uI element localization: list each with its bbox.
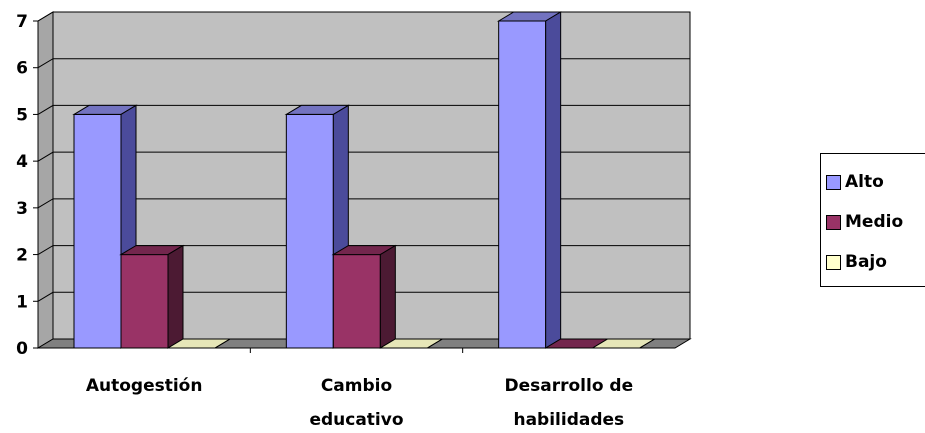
legend-swatch-alto [826, 174, 841, 190]
y-tick-label: 7 [16, 12, 28, 32]
bar-side [214, 338, 231, 349]
legend: Alto Medio Bajo [820, 153, 925, 287]
bar-side [379, 244, 396, 349]
y-tick-label: 4 [16, 152, 28, 172]
chart-side-wall [37, 11, 54, 349]
x-category-label: habilidades [513, 410, 624, 430]
bar [73, 113, 122, 349]
bar [498, 20, 547, 349]
y-tick-label: 6 [16, 59, 28, 79]
y-tick-label: 1 [16, 292, 28, 312]
x-category-label: educativo [309, 410, 403, 430]
gridline [37, 245, 690, 256]
legend-item-medio: Medio [826, 210, 903, 234]
gridline [37, 58, 690, 69]
gridline [37, 151, 690, 162]
gridline [37, 104, 690, 115]
bar-side [545, 11, 562, 349]
bar [285, 113, 334, 349]
gridline [37, 291, 690, 302]
legend-label-medio: Medio [845, 212, 904, 232]
bar-side [427, 338, 443, 349]
y-tick-label: 0 [16, 339, 28, 359]
bar-side [639, 338, 655, 349]
legend-item-alto: Alto [826, 170, 884, 194]
y-tick-label: 3 [16, 199, 28, 219]
bar [332, 254, 381, 349]
x-category-label: Autogestión [86, 376, 203, 396]
legend-label-alto: Alto [845, 172, 884, 192]
x-category-label: Cambio [321, 376, 392, 396]
y-tick-label: 2 [16, 246, 28, 266]
bar-side [167, 244, 184, 349]
gridline [37, 198, 690, 209]
legend-item-bajo: Bajo [826, 250, 887, 274]
legend-swatch-medio [826, 214, 841, 230]
legend-label-bajo: Bajo [845, 252, 887, 272]
gridline [37, 11, 690, 22]
legend-swatch-bajo [826, 254, 841, 270]
y-tick-label: 5 [16, 105, 28, 125]
x-category-label: Desarrollo de [505, 376, 634, 396]
bar [120, 254, 169, 349]
